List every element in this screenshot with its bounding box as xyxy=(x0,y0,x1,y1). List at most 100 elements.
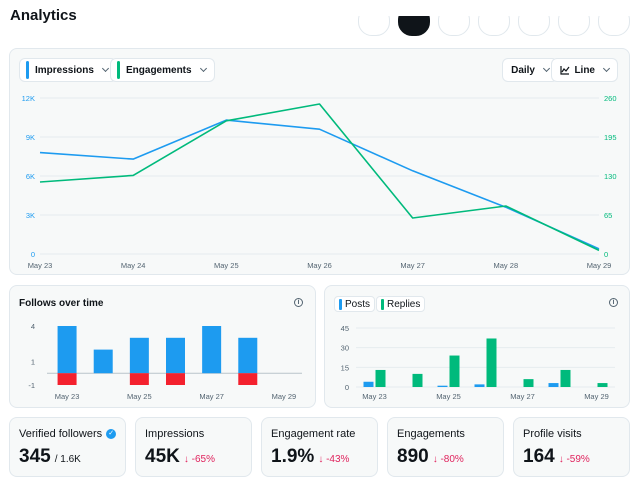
unfollows-bar xyxy=(166,373,185,385)
left-axis-tick: 12K xyxy=(22,94,35,103)
stat-value-number: 1.9% xyxy=(271,446,315,467)
stat-card-engagement-rate: Engagement rate 1.9% ↓ -43% xyxy=(261,417,378,477)
y-axis-tick: 4 xyxy=(31,322,35,331)
info-icon[interactable]: i xyxy=(294,298,303,307)
range-button-1[interactable] xyxy=(358,16,390,36)
posts-swatch xyxy=(339,298,342,310)
x-axis-tick: May 28 xyxy=(494,261,519,270)
x-axis-tick: May 23 xyxy=(362,392,387,401)
follows-bar xyxy=(93,349,113,374)
right-axis-tick: 260 xyxy=(604,94,617,103)
x-axis-tick: May 29 xyxy=(584,392,609,401)
unfollows-bar xyxy=(57,373,77,385)
follows-bar xyxy=(238,337,258,374)
interval-label: Daily xyxy=(511,64,535,76)
range-button-5[interactable] xyxy=(518,16,550,36)
stat-label: Profile visits xyxy=(523,428,582,440)
stat-value: 345/ 1.6K xyxy=(19,446,81,468)
x-axis-tick: May 29 xyxy=(587,261,612,270)
range-button-6[interactable] xyxy=(558,16,590,36)
info-icon[interactable]: i xyxy=(609,298,618,307)
date-range-selector xyxy=(358,16,630,38)
x-axis-tick: May 27 xyxy=(400,261,425,270)
left-axis-tick: 6K xyxy=(26,172,35,181)
stat-label: Impressions xyxy=(145,428,205,440)
stat-card-profile-visits: Profile visits 164 ↓ -59% xyxy=(513,417,630,477)
range-button-3[interactable] xyxy=(438,16,470,36)
replies-legend-label: Replies xyxy=(387,298,421,310)
line-chart-icon xyxy=(560,65,570,75)
replies-bar xyxy=(412,373,423,387)
x-axis-tick: May 23 xyxy=(55,392,80,401)
follows-bar xyxy=(57,326,77,374)
page-title: Analytics xyxy=(10,7,77,24)
x-axis-tick: May 25 xyxy=(214,261,239,270)
posts-legend[interactable]: Posts xyxy=(334,296,376,312)
y-axis-tick: 30 xyxy=(341,344,349,353)
left-axis-tick: 9K xyxy=(26,133,35,142)
follows-bar xyxy=(129,337,149,374)
stat-card-verified-followers: Verified followers ✓ 345/ 1.6K xyxy=(9,417,126,477)
stat-card-engagements: Engagements 890 ↓ -80% xyxy=(387,417,504,477)
posts-card: Posts Replies i 45 30 15 0 May 23 May 25 May 2… xyxy=(324,285,630,408)
unfollows-bar xyxy=(129,373,149,385)
range-button-4[interactable] xyxy=(478,16,510,36)
replies-bar xyxy=(449,355,460,387)
posts-bar xyxy=(363,381,374,387)
chart-type-dropdown[interactable]: Line xyxy=(551,58,618,82)
posts-bar xyxy=(474,384,485,387)
stat-card-impressions: Impressions 45K ↓ -65% xyxy=(135,417,252,477)
stat-change: ↓ -43% xyxy=(318,454,350,465)
x-axis-tick: May 23 xyxy=(28,261,53,270)
stat-label: Engagement rate xyxy=(271,428,356,440)
follows-card: Follows over time i 4 1 -1 May 23 May 25 May … xyxy=(9,285,316,408)
posts-bar xyxy=(548,383,559,387)
stat-label: Engagements xyxy=(397,428,465,440)
range-button-7[interactable] xyxy=(598,16,630,36)
stat-value-number: 164 xyxy=(523,446,555,467)
stat-value: 45K ↓ -65% xyxy=(145,446,215,468)
metric-a-label: Impressions xyxy=(35,64,94,76)
metric-a-swatch xyxy=(26,61,29,79)
metric-b-dropdown[interactable]: Engagements xyxy=(110,58,215,82)
posts-legend-label: Posts xyxy=(345,298,371,310)
left-axis-tick: 0 xyxy=(31,250,35,259)
replies-legend[interactable]: Replies xyxy=(376,296,426,312)
stat-label: Verified followers ✓ xyxy=(19,428,117,440)
stat-label-text: Verified followers xyxy=(19,428,103,440)
stat-change: ↓ -65% xyxy=(183,454,215,465)
stat-change: ↓ -59% xyxy=(558,454,590,465)
y-axis-tick: -1 xyxy=(28,381,35,390)
replies-swatch xyxy=(381,298,384,310)
verified-badge-icon: ✓ xyxy=(106,429,117,439)
x-axis-tick: May 29 xyxy=(272,392,297,401)
x-axis-tick: May 27 xyxy=(199,392,224,401)
replies-bar xyxy=(597,383,608,387)
stat-value: 890 ↓ -80% xyxy=(397,446,464,468)
y-axis-tick: 1 xyxy=(31,357,35,366)
replies-bar xyxy=(523,379,534,387)
posts-bar xyxy=(437,385,448,387)
metric-a-dropdown[interactable]: Impressions xyxy=(19,58,117,82)
stat-value: 164 ↓ -59% xyxy=(523,446,590,468)
follows-title: Follows over time xyxy=(19,298,104,309)
x-axis-tick: May 25 xyxy=(436,392,461,401)
main-chart-card: Impressions Engagements Daily Line 0 3K 6K… xyxy=(9,48,630,275)
x-axis-tick: May 25 xyxy=(127,392,152,401)
x-axis-tick: May 26 xyxy=(307,261,332,270)
series-line-engagements xyxy=(39,103,600,252)
follows-bar xyxy=(202,326,222,374)
series-line-impressions xyxy=(39,119,600,250)
follows-bar-chart: 4 1 -1 May 23 May 25 May 27 May 29 xyxy=(28,322,302,401)
stat-value: 1.9% ↓ -43% xyxy=(271,446,349,468)
left-axis-tick: 3K xyxy=(26,211,35,220)
y-axis-tick: 0 xyxy=(345,383,349,392)
replies-bar xyxy=(560,369,571,387)
stat-change: ↓ -80% xyxy=(432,454,464,465)
y-axis-tick: 45 xyxy=(341,324,349,333)
right-axis-tick: 0 xyxy=(604,250,608,259)
right-axis-tick: 130 xyxy=(604,172,617,181)
range-button-active[interactable] xyxy=(398,16,430,36)
x-axis-tick: May 24 xyxy=(121,261,146,270)
y-axis-tick: 15 xyxy=(341,363,349,372)
